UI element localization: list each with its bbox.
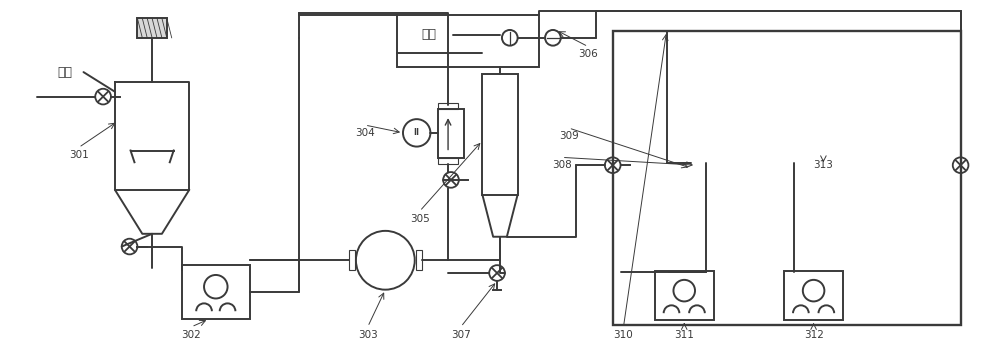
Text: 306: 306 xyxy=(578,49,598,60)
Bar xyxy=(397,15,539,67)
Bar xyxy=(482,74,518,195)
Text: 302: 302 xyxy=(181,330,201,340)
Text: 307: 307 xyxy=(451,330,471,340)
Text: 310: 310 xyxy=(614,330,633,340)
Bar xyxy=(613,31,961,325)
Text: 313: 313 xyxy=(813,160,833,170)
Text: 312: 312 xyxy=(804,330,824,340)
Bar xyxy=(137,18,167,38)
Bar xyxy=(438,109,464,158)
Bar xyxy=(438,158,458,164)
Text: 药剂: 药剂 xyxy=(57,65,72,79)
Text: 309: 309 xyxy=(559,131,578,141)
Text: 301: 301 xyxy=(69,150,88,160)
Text: 空气: 空气 xyxy=(422,28,437,41)
Text: II: II xyxy=(414,128,420,137)
Bar xyxy=(784,271,843,320)
Text: 305: 305 xyxy=(410,214,430,224)
Bar xyxy=(416,251,422,270)
Text: 308: 308 xyxy=(552,160,572,170)
Bar xyxy=(182,265,250,319)
Bar xyxy=(655,271,714,320)
Text: 303: 303 xyxy=(358,330,378,340)
Text: 311: 311 xyxy=(674,330,694,340)
Text: 304: 304 xyxy=(355,128,375,138)
Bar xyxy=(349,251,355,270)
Bar xyxy=(438,104,458,109)
